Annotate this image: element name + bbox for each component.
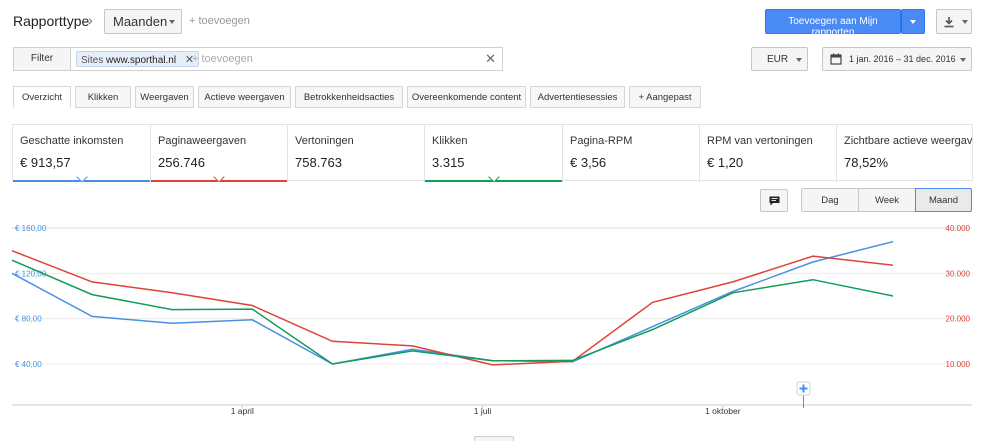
metric-card-rpm-van-vertoningen[interactable]: RPM van vertoningen € 1,20	[700, 125, 837, 182]
granularity-month-button[interactable]: Maand	[915, 188, 972, 212]
date-range-select[interactable]: 1 jan. 2016 – 31 dec. 2016	[822, 47, 972, 71]
date-range-value: 1 jan. 2016 – 31 dec. 2016	[849, 54, 956, 64]
right-axis-tick: 10.000	[946, 360, 971, 369]
chart-grid	[12, 227, 972, 365]
left-axis-tick: € 80,00	[15, 315, 42, 324]
metric-value: 256.746	[158, 155, 205, 170]
metric-value: € 1,20	[707, 155, 744, 170]
scroll-handle[interactable]	[474, 436, 514, 441]
metric-value: 758.763	[295, 155, 342, 170]
top-bar: Rapporttype › Maanden + toevoegen Toevoe…	[0, 0, 982, 42]
add-to-my-reports-button[interactable]: Toevoegen aan Mijn rapporten	[765, 9, 901, 38]
metric-value: 78,52%	[844, 155, 889, 170]
metric-card-klikken[interactable]: Klikken 3.315	[425, 125, 563, 182]
x-axis-tick-label: 1 oktober	[705, 406, 741, 416]
filter-chip: Sites www.sporthal.nl ✕	[76, 51, 200, 67]
metric-name: Klikken	[432, 135, 468, 147]
metric-card-paginaweergaven[interactable]: Paginaweergaven 256.746	[151, 125, 288, 182]
granularity-week-button[interactable]: Week	[858, 188, 916, 212]
metric-value: € 3,56	[570, 155, 607, 170]
tab-aangepast[interactable]: + Aangepast	[629, 86, 701, 108]
series-line-2	[11, 259, 894, 365]
currency-value: EUR	[767, 54, 789, 65]
filter-chip-value: www.sporthal.nl	[106, 55, 177, 66]
metric-name: RPM van vertoningen	[707, 135, 813, 147]
page-title: Rapporttype	[13, 13, 90, 29]
left-axis-tick: € 40,00	[15, 360, 42, 369]
x-axis-tick-label: 1 juli	[474, 406, 492, 416]
filter-chip-label: Sites	[81, 55, 104, 66]
chevron-right-icon: ›	[88, 12, 93, 28]
download-icon	[944, 17, 954, 28]
add-annotation-icon[interactable]	[799, 384, 808, 393]
series-line-0	[11, 240, 894, 365]
metric-name: Paginaweergaven	[158, 135, 247, 147]
metric-card-geschatte-inkomsten[interactable]: Geschatte inkomsten € 913,57	[13, 125, 151, 182]
tab-overeenkomende-content[interactable]: Overeenkomende content	[407, 86, 526, 108]
left-axis: € 160,00 € 120,00 € 80,00 € 40,00	[15, 224, 47, 369]
chevron-down-icon	[910, 20, 916, 24]
tab-overzicht[interactable]: Overzicht	[13, 86, 71, 108]
chevron-down-icon	[796, 58, 802, 62]
add-dimension-link[interactable]: + toevoegen	[189, 15, 250, 27]
series-line-1	[11, 250, 894, 366]
tab-actieve-weergaven[interactable]: Actieve weergaven	[198, 86, 291, 108]
metric-name: Pagina-RPM	[570, 135, 633, 147]
metric-card-vertoningen[interactable]: Vertoningen 758.763	[288, 125, 425, 182]
add-annotation-marker[interactable]	[796, 381, 811, 396]
left-axis-tick: € 120,00	[15, 269, 47, 278]
metric-name: Vertoningen	[295, 135, 354, 147]
period-select-value: Maanden	[113, 14, 168, 29]
tab-betrokkenheidsacties[interactable]: Betrokkenheidsacties	[295, 86, 403, 108]
chevron-down-icon	[169, 20, 175, 24]
metric-name: Zichtbare actieve weergaven	[844, 135, 972, 147]
metric-name: Geschatte inkomsten	[20, 135, 124, 147]
annotations-button[interactable]	[760, 189, 788, 212]
metric-value: 3.315	[432, 155, 465, 170]
calendar-icon	[830, 53, 842, 65]
chart-series	[11, 240, 894, 366]
left-axis-tick: € 160,00	[15, 224, 47, 233]
filter-button[interactable]: Filter	[14, 48, 71, 70]
metric-cards: Geschatte inkomsten € 913,57 Paginaweerg…	[12, 124, 973, 182]
comment-icon	[769, 196, 780, 206]
metric-card-pagina-rpm[interactable]: Pagina-RPM € 3,56	[563, 125, 700, 182]
add-filter-input[interactable]: + toevoegen	[192, 53, 253, 65]
filter-bar: Filter Sites www.sporthal.nl ✕ + toevoeg…	[13, 47, 503, 71]
right-axis: 40.000 30.000 20.000 10.000	[946, 224, 971, 369]
download-button[interactable]	[936, 9, 972, 34]
x-axis: 1 april 1 juli 1 oktober	[12, 395, 972, 416]
clear-filter-icon[interactable]: ✕	[485, 51, 496, 66]
chevron-down-icon	[960, 58, 966, 62]
tab-advertentiesessies[interactable]: Advertentiesessies	[530, 86, 625, 108]
granularity-day-button[interactable]: Dag	[801, 188, 859, 212]
right-axis-tick: 30.000	[946, 269, 971, 278]
tab-weergaven[interactable]: Weergaven	[135, 86, 194, 108]
remove-filter-icon[interactable]: ✕	[184, 54, 195, 66]
add-to-reports-menu-button[interactable]	[901, 9, 925, 34]
metric-value: € 913,57	[20, 155, 71, 170]
chevron-down-icon	[962, 20, 968, 24]
line-chart: € 160,00 € 120,00 € 80,00 € 40,00 40.000 30.…	[11, 224, 972, 416]
right-axis-tick: 40.000	[946, 224, 971, 233]
x-axis-tick-label: 1 april	[231, 406, 254, 416]
metric-card-zichtbare-actieve-weergaven[interactable]: Zichtbare actieve weergaven 78,52%	[837, 125, 972, 182]
period-select[interactable]: Maanden	[104, 9, 182, 34]
tab-klikken[interactable]: Klikken	[75, 86, 131, 108]
right-axis-tick: 20.000	[946, 315, 971, 324]
currency-select[interactable]: EUR	[751, 47, 808, 71]
